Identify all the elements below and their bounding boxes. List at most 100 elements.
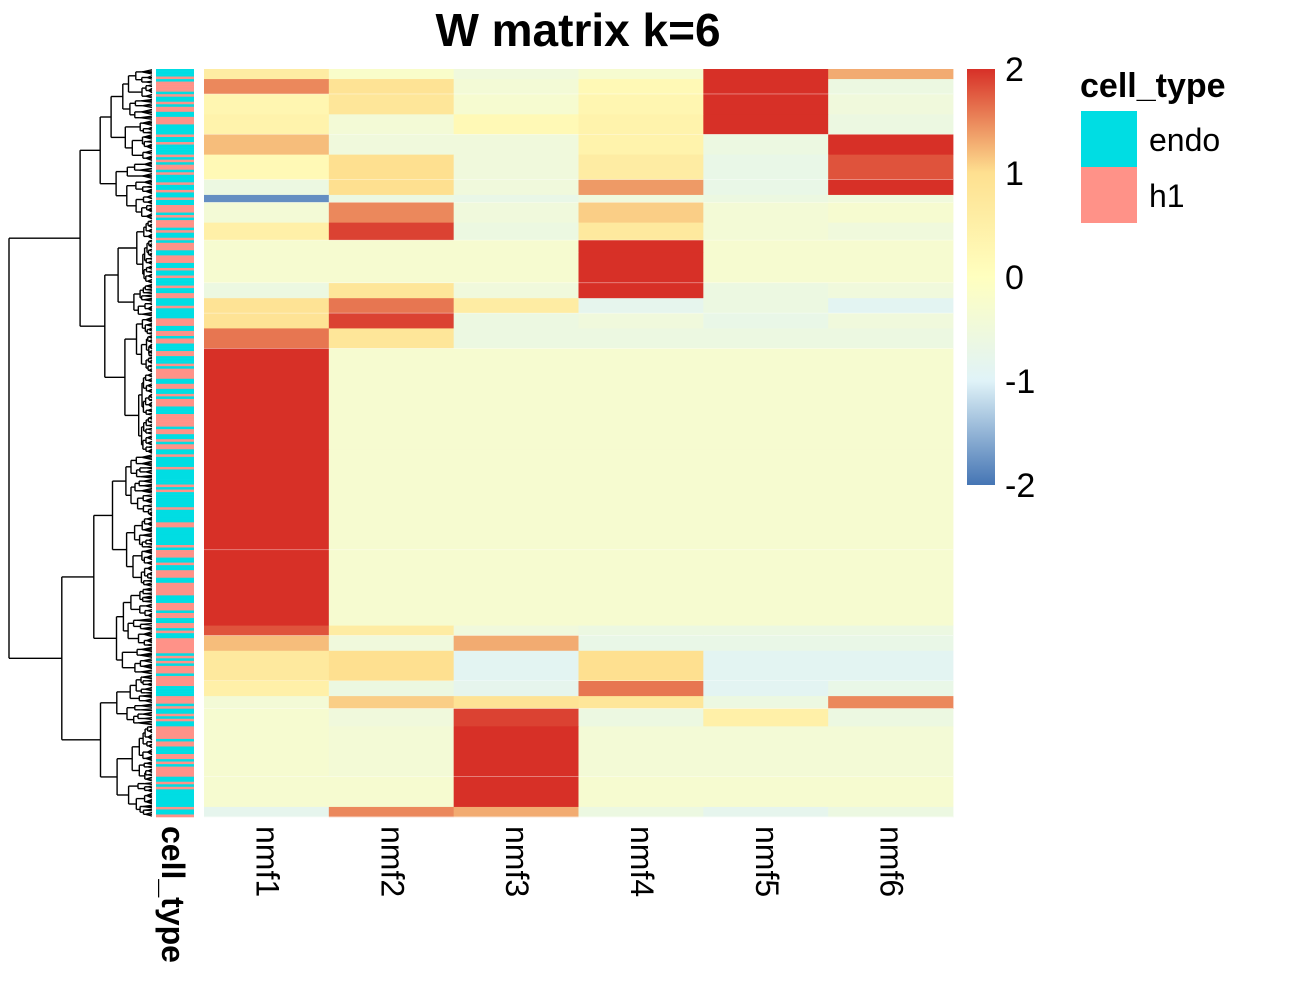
heatmap-cell	[703, 650, 829, 682]
dendrogram-leaf-branch	[146, 196, 153, 200]
annotation-cell	[156, 539, 194, 543]
dendrogram-leaf-branch	[136, 619, 153, 623]
annotation-cell	[156, 660, 194, 664]
annotation-cell	[156, 771, 194, 775]
dendrogram-leaf-branch	[140, 476, 153, 479]
heatmap-cell	[453, 776, 579, 808]
dendrogram-leaf-branch	[147, 235, 153, 240]
dendrogram-leaf-branch	[145, 692, 153, 694]
heatmap-cell	[703, 776, 829, 808]
annotation-cell	[156, 587, 194, 591]
annotation-cell	[156, 597, 194, 601]
column-label-nmf6: nmf6	[874, 826, 910, 897]
annotation-cell	[156, 726, 194, 730]
heatmap-cell	[828, 194, 954, 203]
annotation-cell	[156, 333, 194, 337]
dendrogram-leaf-branch	[146, 610, 153, 613]
annotation-cell	[156, 706, 194, 710]
dendrogram-leaf-branch	[144, 181, 153, 186]
dendrogram-leaf-branch	[144, 136, 153, 140]
heatmap-cell	[453, 202, 579, 224]
annotation-cell	[156, 303, 194, 307]
annotation-cell	[156, 215, 194, 218]
annotation-cell	[156, 288, 194, 291]
annotation-cell	[156, 210, 194, 213]
annotation-cell	[156, 799, 194, 803]
annotation-cell	[156, 129, 194, 133]
annotation-cell	[156, 741, 194, 745]
heatmap-cell	[328, 94, 455, 115]
annotation-cell	[156, 212, 194, 216]
heatmap-cell	[328, 550, 455, 626]
heatmap-cell	[578, 94, 704, 115]
dendrogram-leaf-branch	[145, 319, 153, 323]
heatmap-cell	[453, 134, 579, 156]
annotation-cell	[156, 613, 194, 616]
annotation-cell	[156, 386, 194, 390]
heatmap-cell	[453, 179, 579, 196]
annotation-cell	[156, 421, 194, 425]
annotation-cell	[156, 86, 194, 90]
annotation-cell	[156, 466, 194, 470]
heatmap-cell	[204, 635, 330, 652]
dendrogram-leaf-branch	[148, 225, 153, 229]
annotation-cell	[156, 733, 194, 737]
heatmap-cell	[828, 650, 954, 682]
annotation-cell	[156, 471, 194, 475]
annotation-cell	[156, 237, 194, 241]
dendrogram-leaf-branch	[145, 292, 153, 295]
dendrogram-leaf-branch	[142, 695, 153, 698]
dendrogram-leaf-branch	[147, 308, 153, 312]
heatmap-cell	[328, 776, 455, 808]
dendrogram-leaf-branch	[147, 786, 153, 789]
heatmap-cell	[828, 69, 954, 80]
annotation-cell	[156, 401, 194, 405]
color-scale-tick-label: -2	[1005, 467, 1035, 505]
heatmap-cell	[703, 726, 829, 778]
annotation-cell	[156, 789, 194, 793]
annotation-cell	[156, 723, 194, 727]
annotation-cell	[156, 610, 194, 614]
annotation-cell	[156, 615, 194, 619]
heatmap-cell	[828, 726, 954, 778]
heatmap-cell	[204, 550, 330, 626]
heatmap-cell	[578, 194, 704, 203]
dendrogram-leaf-branch	[144, 809, 153, 812]
annotation-cell	[156, 567, 194, 571]
dendrogram-leaf-branch	[148, 421, 153, 424]
dendrogram-leaf-branch	[147, 766, 153, 769]
annotation-cell	[156, 484, 194, 488]
annotation-cell	[156, 285, 194, 289]
annotation-cell	[156, 330, 194, 334]
annotation-cell	[156, 159, 194, 163]
annotation-cell	[156, 595, 194, 599]
legend-label-endo: endo	[1149, 122, 1220, 158]
annotation-cell	[156, 104, 194, 108]
dendrogram-leaf-branch	[144, 495, 153, 498]
heatmap-cell	[578, 79, 704, 95]
annotation-cell	[156, 446, 194, 450]
annotation-cell	[156, 99, 194, 103]
annotation-cell	[156, 698, 194, 702]
heatmap-cell	[453, 650, 579, 682]
dendrogram-leaf-branch	[143, 529, 153, 533]
annotation-cell	[156, 628, 194, 631]
annotation-cell	[156, 434, 194, 438]
annotation-cell	[156, 517, 194, 521]
heatmap-cell	[204, 449, 330, 551]
annotation-cell	[156, 167, 194, 171]
annotation-cell	[156, 257, 194, 261]
heatmap-cell	[328, 449, 455, 551]
annotation-cell	[156, 94, 194, 98]
annotation-cell	[156, 776, 194, 780]
annotation-cell	[156, 426, 194, 430]
annotation-cell	[156, 814, 194, 818]
annotation-cell	[156, 328, 194, 332]
annotation-cell	[156, 184, 194, 188]
annotation-cell	[156, 464, 194, 468]
heatmap-cell	[578, 696, 704, 710]
annotation-cell	[156, 522, 194, 526]
heatmap-cell	[328, 328, 455, 349]
annotation-cell	[156, 570, 194, 574]
